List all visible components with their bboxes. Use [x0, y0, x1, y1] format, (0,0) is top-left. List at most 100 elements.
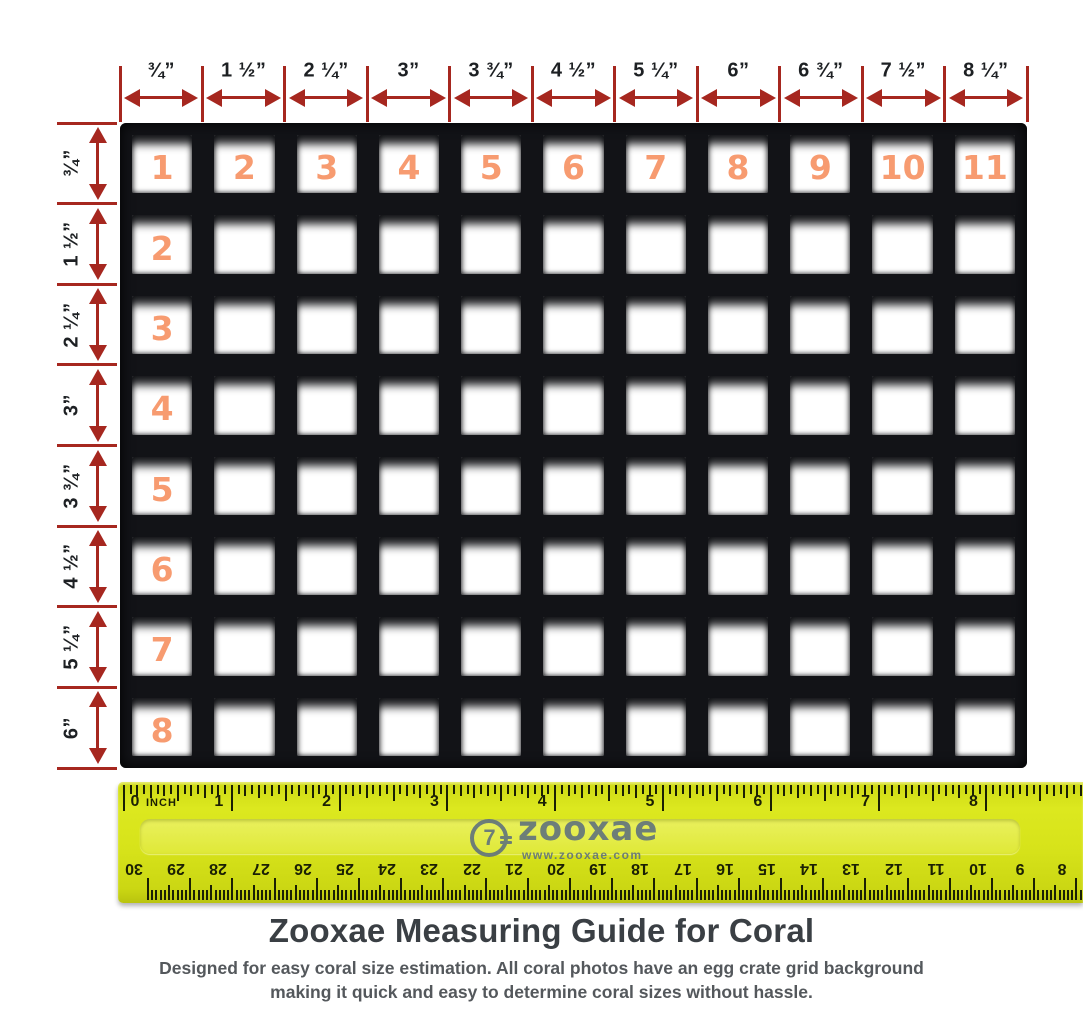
inch-tick	[1066, 785, 1068, 798]
cm-tick	[531, 890, 533, 900]
arrow-head-down	[89, 748, 107, 764]
grid-cell	[461, 296, 521, 354]
arrow-head-right	[842, 89, 858, 107]
cm-tick	[742, 890, 744, 900]
top-scale-tick	[283, 66, 286, 122]
inch-tick	[386, 785, 388, 794]
logo-brand-text: zooxae	[518, 812, 658, 846]
inch-tick	[352, 785, 354, 796]
cm-tick	[565, 890, 567, 900]
cm-tick	[696, 878, 698, 900]
cm-tick	[392, 890, 394, 900]
cm-tick	[341, 890, 343, 900]
inch-number: 6	[753, 793, 762, 811]
grid-cell	[626, 457, 686, 515]
cm-tick	[375, 890, 377, 900]
cm-number: 16	[716, 859, 734, 877]
cm-tick	[945, 890, 947, 900]
cm-number: 25	[336, 859, 354, 877]
inch-tick	[1033, 785, 1035, 794]
inch-tick	[891, 785, 893, 796]
grid-cell: 11	[955, 135, 1015, 193]
cm-number: 26	[294, 859, 312, 877]
grid-cell	[955, 537, 1015, 595]
inch-tick	[244, 785, 246, 796]
left-scale-tick	[57, 363, 117, 366]
cm-tick	[227, 890, 229, 900]
inch-tick	[1039, 785, 1041, 801]
cm-tick	[468, 890, 470, 900]
cm-tick	[586, 890, 588, 900]
cm-tick	[527, 878, 529, 900]
cm-tick	[856, 890, 858, 900]
cm-tick	[708, 890, 710, 900]
inch-tick	[608, 785, 610, 801]
inch-number: 7	[861, 793, 870, 811]
inch-number: 1	[214, 793, 223, 811]
grid-cell: 3	[297, 135, 357, 193]
inch-tick	[521, 785, 523, 794]
cm-tick	[400, 878, 402, 900]
top-scale-label: 3 ¾”	[468, 60, 513, 83]
grid-cell: 3	[132, 296, 192, 354]
arrow-head-left	[289, 89, 305, 107]
grid-cell	[955, 376, 1015, 434]
grid-column-number: 5	[480, 141, 503, 187]
arrow-head-down	[89, 264, 107, 280]
cm-tick	[966, 890, 968, 900]
cm-tick	[168, 885, 170, 900]
grid-cell	[297, 215, 357, 273]
cm-number: 21	[505, 859, 523, 877]
cm-tick	[1063, 890, 1065, 900]
grid-column-number: 4	[397, 141, 420, 187]
top-scale-tick	[778, 66, 781, 122]
dimension-arrow-vertical	[89, 208, 107, 281]
inch-tick	[170, 785, 172, 794]
arrow-shaft	[548, 96, 598, 99]
cm-tick	[599, 890, 601, 900]
cm-tick	[691, 890, 693, 900]
top-scale-label: 6”	[727, 60, 749, 83]
grid-cell	[790, 296, 850, 354]
cm-tick	[978, 890, 980, 900]
inch-tick	[723, 785, 725, 794]
cm-tick	[223, 890, 225, 900]
inch-tick	[911, 785, 913, 794]
cm-tick	[362, 890, 364, 900]
cm-tick	[193, 890, 195, 900]
cm-number: 22	[463, 859, 481, 877]
cm-number: 14	[800, 859, 818, 877]
cm-tick	[970, 885, 972, 900]
top-scale-tick	[1026, 66, 1029, 122]
cm-tick	[573, 890, 575, 900]
dimension-arrow-vertical	[89, 530, 107, 603]
cm-tick	[417, 890, 419, 900]
arrow-head-up	[89, 450, 107, 466]
inch-tick	[689, 785, 691, 798]
arrow-head-up	[89, 611, 107, 627]
inch-tick	[871, 785, 873, 794]
inch-tick	[136, 785, 138, 796]
grid-cell	[461, 537, 521, 595]
inch-tick	[231, 785, 233, 811]
top-scale-label: 1 ½”	[221, 60, 266, 83]
left-scale-tick	[57, 605, 117, 608]
arrow-head-left	[619, 89, 635, 107]
inch-tick	[1073, 785, 1075, 794]
inch-tick	[264, 785, 266, 794]
cm-tick	[379, 885, 381, 900]
arrow-shaft	[96, 462, 99, 511]
cm-tick	[755, 890, 757, 900]
cm-number: 10	[969, 859, 987, 877]
cm-number: 28	[209, 859, 227, 877]
grid-cell	[461, 617, 521, 675]
page-title: Zooxae Measuring Guide for Coral	[0, 912, 1083, 950]
inch-tick	[278, 785, 280, 794]
cm-tick	[577, 890, 579, 900]
inch-tick	[426, 785, 428, 794]
grid-cell	[708, 537, 768, 595]
dimension-arrow-vertical	[89, 288, 107, 361]
inch-tick	[777, 785, 779, 794]
inch-tick	[797, 785, 799, 798]
cm-tick	[198, 890, 200, 900]
